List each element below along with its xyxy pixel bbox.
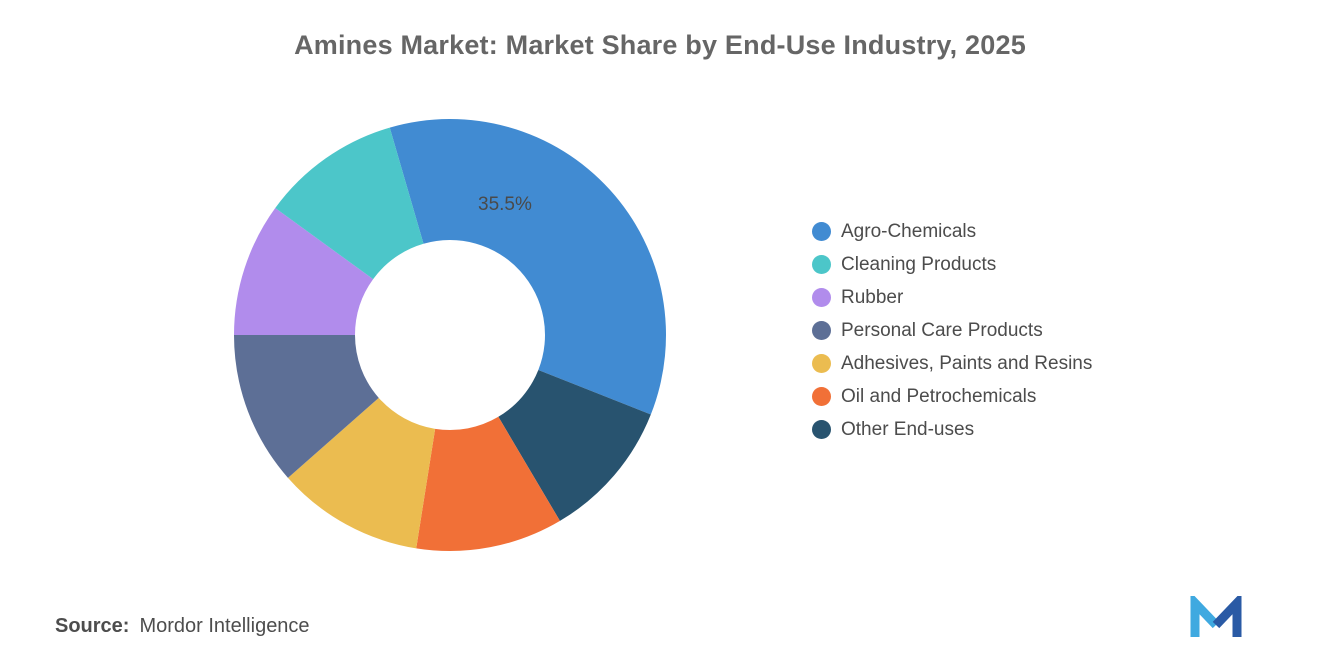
legend-item-cleaning-products: Cleaning Products: [812, 254, 1092, 275]
source-name: Mordor Intelligence: [139, 615, 310, 637]
legend-item-rubber: Rubber: [812, 287, 1092, 308]
legend-item-oil-and-petrochemicals: Oil and Petrochemicals: [812, 386, 1092, 407]
source-prefix: Source:: [55, 615, 130, 637]
legend-label: Rubber: [841, 286, 904, 308]
pie-slice-personal-care-products: [234, 335, 379, 478]
legend-dot-icon: [812, 255, 831, 274]
legend-item-other-end-uses: Other End-uses: [812, 419, 1092, 440]
mordor-intelligence-logo: [1188, 591, 1248, 640]
pie-slice-agro-chemicals: [389, 118, 666, 415]
donut-chart: 35.5%: [90, 55, 810, 615]
legend-item-agro-chemicals: Agro-Chemicals: [812, 221, 1092, 242]
legend-label: Oil and Petrochemicals: [841, 385, 1037, 407]
legend-label: Other End-uses: [841, 418, 975, 440]
legend-dot-icon: [812, 288, 831, 307]
chart-legend: Agro-Chemicals Cleaning Products Rubber Per…: [812, 221, 1092, 452]
legend-dot-icon: [812, 321, 831, 340]
slice-data-label: 35.5%: [478, 194, 532, 215]
legend-label: Personal Care Products: [841, 319, 1043, 341]
pie-slice-adhesives-paints-and-resins: [287, 397, 436, 549]
legend-label: Agro-Chemicals: [841, 220, 977, 242]
legend-label: Cleaning Products: [841, 253, 997, 275]
legend-item-adhesives-paints-and-resins: Adhesives, Paints and Resins: [812, 353, 1092, 374]
legend-dot-icon: [812, 222, 831, 241]
legend-dot-icon: [812, 387, 831, 406]
donut-chart-svg: [234, 118, 666, 551]
legend-label: Adhesives, Paints and Resins: [841, 352, 1093, 374]
legend-dot-icon: [812, 354, 831, 373]
logo-right-stroke: [1212, 591, 1242, 637]
pie-slice-other-end-uses: [498, 369, 651, 521]
pie-slice-rubber: [234, 208, 374, 335]
legend-dot-icon: [812, 420, 831, 439]
legend-item-personal-care-products: Personal Care Products: [812, 320, 1092, 341]
chart-title: Amines Market: Market Share by End-Use I…: [294, 30, 1026, 60]
pie-slice-cleaning-products: [275, 127, 424, 280]
pie-slice-oil-and-petrochemicals: [416, 416, 560, 551]
source-line: Source: Mordor Intelligence: [55, 615, 310, 638]
logo-left-stroke: [1190, 591, 1220, 637]
